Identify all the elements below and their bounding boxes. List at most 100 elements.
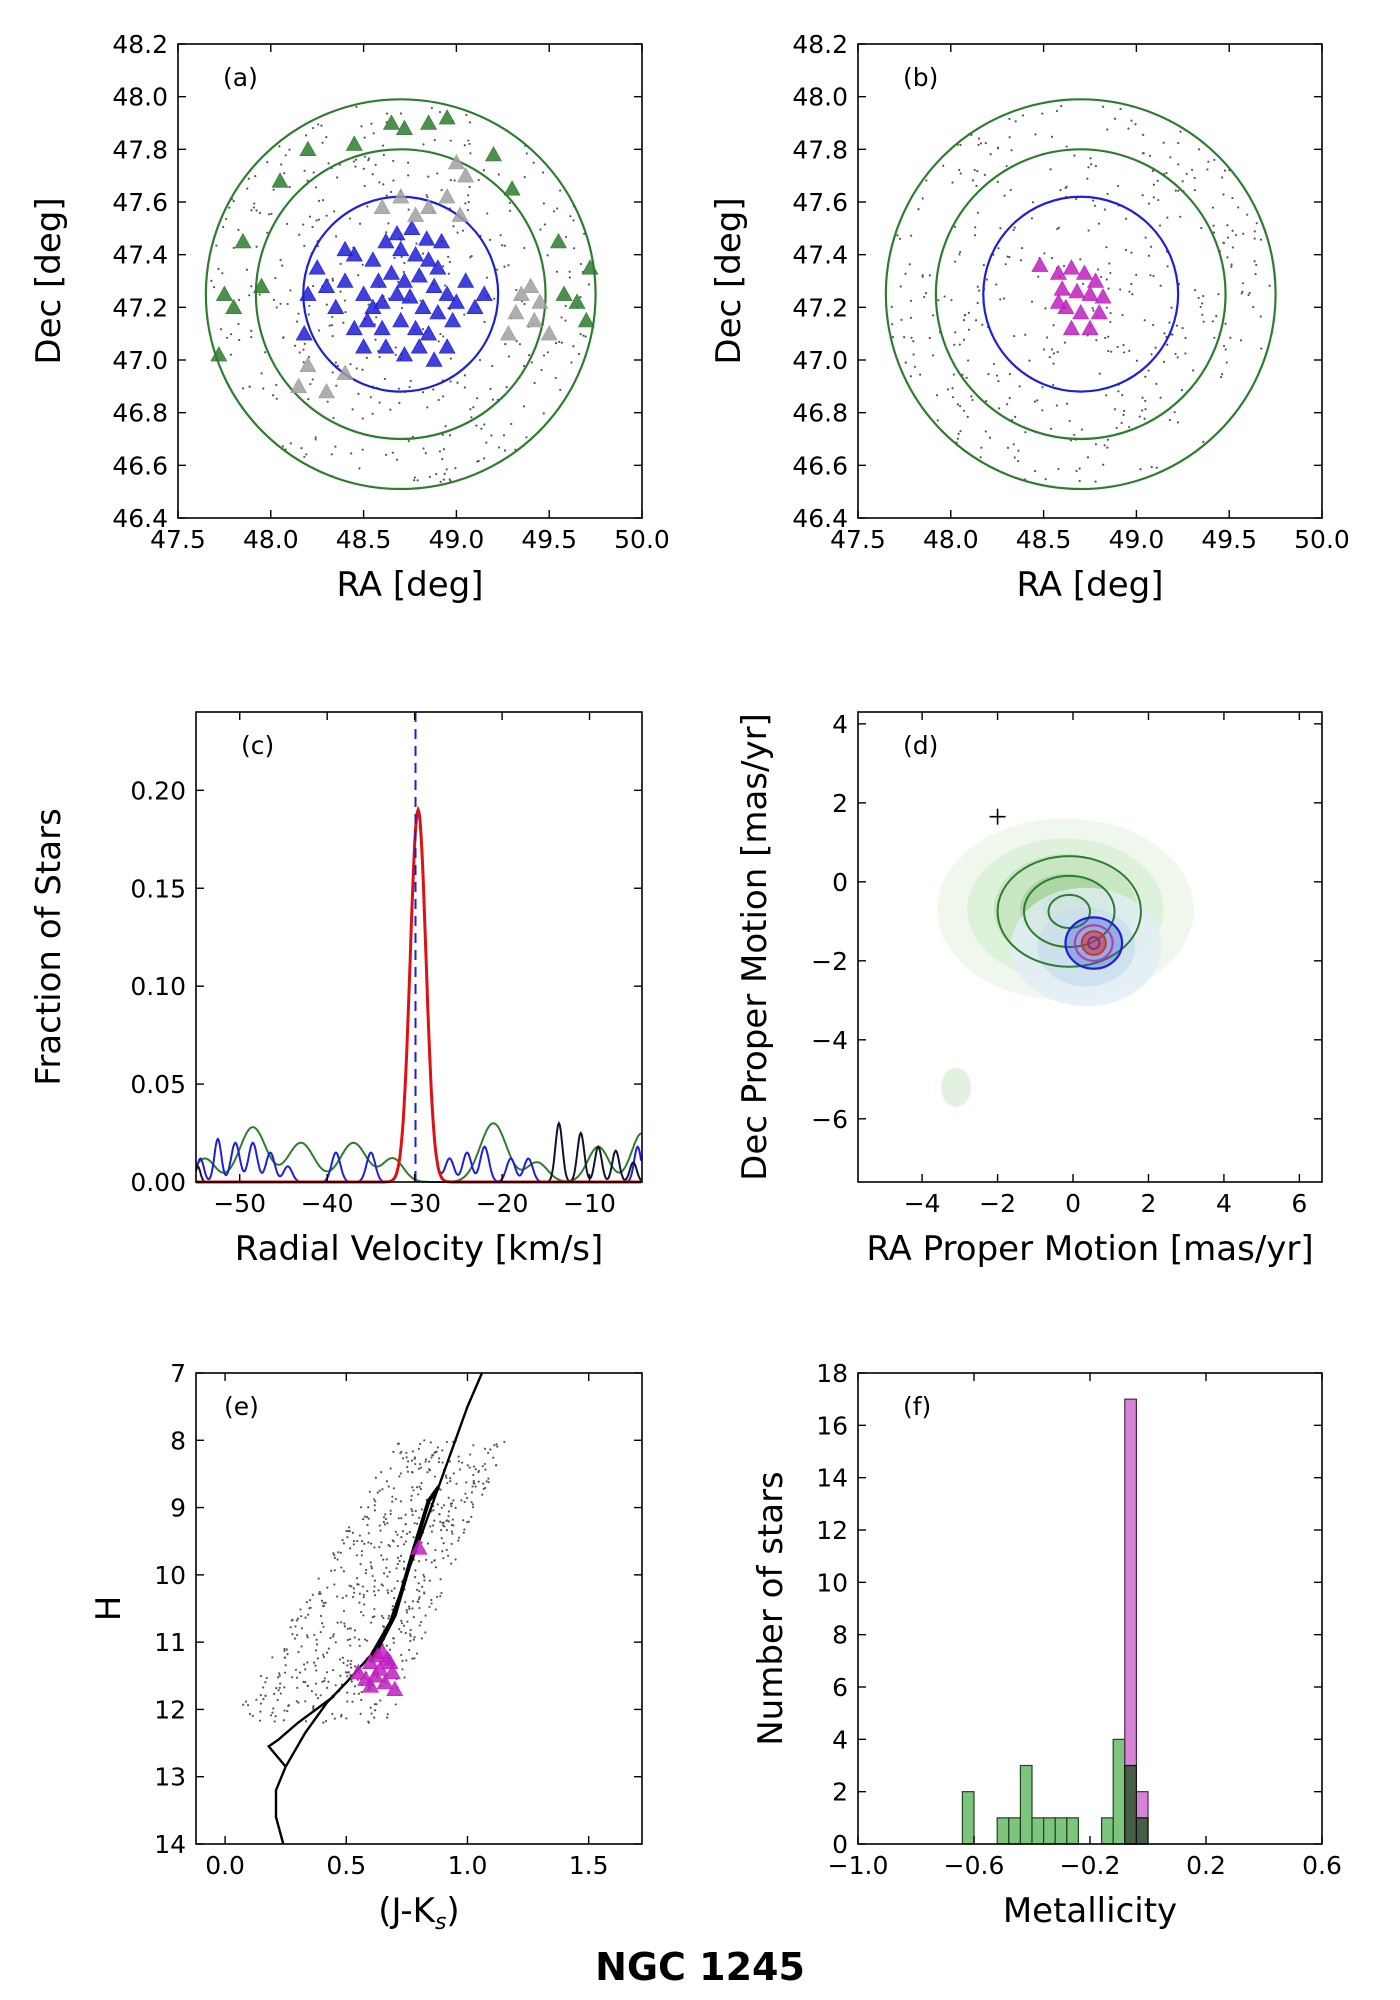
field-star-dot [1154,346,1157,349]
field-star-dot [1197,296,1200,300]
cmd-field-dot [464,1492,467,1495]
field-star-dot [1106,192,1109,195]
y-tick-label: 14 [154,1830,186,1859]
field-star-dot [449,357,452,360]
star-marker-non-members [512,285,530,301]
field-star-dot [336,364,339,367]
field-star-dot [953,343,956,346]
cmd-field-dot [299,1608,302,1611]
field-star-dot [469,256,472,259]
cmd-field-dot [408,1648,411,1652]
field-star-dot [247,177,250,180]
field-star-dot [393,256,396,260]
cmd-field-dot [316,1657,319,1660]
star-marker-members [407,319,425,336]
cmd-field-dot [306,1636,309,1639]
x-tick-label: 0.5 [326,1851,366,1880]
field-star-dot [954,331,957,334]
field-star-dot [1230,263,1233,266]
cmd-field-dot [369,1706,372,1709]
cmd-field-dot [402,1624,406,1627]
y-tick-label: 46.8 [112,399,168,428]
field-star-dot [1030,300,1034,303]
cmd-field-dot [325,1651,329,1654]
field-star-dot [229,353,233,356]
cmd-field-dot [420,1637,423,1640]
x-axis-label: RA [deg] [337,565,484,605]
y-tick-label: 47.8 [792,135,848,164]
field-star-dot [1165,171,1168,175]
star-marker-final-members [1090,303,1108,320]
cmd-field-dot [287,1704,290,1707]
field-star-dot [1046,336,1049,339]
cmd-field-dot [278,1674,281,1677]
field-star-dot [307,313,310,316]
field-star-dot [1106,128,1109,131]
cmd-field-dot [446,1481,449,1485]
field-star-dot [1176,356,1179,359]
field-star-dot [1206,168,1209,171]
field-star-dot [919,373,922,376]
cmd-field-dot [382,1572,386,1575]
field-star-dot [1152,274,1155,278]
field-star-dot [327,162,330,165]
field-star-dot [1144,236,1147,239]
field-star-dot [952,373,955,376]
field-star-dot [1005,403,1009,406]
cmd-field-dot [458,1468,462,1471]
x-tick-label: 6 [1291,1189,1307,1218]
star-marker-field [215,285,233,301]
cmd-field-dot [392,1641,395,1644]
x-tick-label: 0.0 [205,1851,245,1880]
cmd-field-dot [450,1502,454,1505]
field-star-dot [1010,149,1013,152]
cmd-field-dot [444,1474,448,1477]
field-star-dot [963,313,967,317]
cmd-field-dot [363,1542,366,1545]
field-star-dot [360,125,363,128]
field-star-dot [1128,349,1131,352]
cmd-field-dot [346,1664,349,1667]
cmd-field-dot [420,1508,424,1511]
cmd-field-dot [417,1467,420,1470]
field-star-dot [435,473,438,476]
field-star-dot [392,179,395,182]
cmd-field-dot [462,1519,465,1522]
cmd-field-dot [332,1552,335,1555]
field-star-dot [912,340,915,343]
field-star-dot [1013,335,1016,338]
field-star-dot [300,447,303,450]
cmd-field-dot [470,1515,473,1518]
field-star-dot [1056,227,1059,231]
field-star-dot [523,246,526,250]
field-star-dot [587,283,591,286]
cmd-field-dot [450,1562,453,1565]
star-marker-non-members [507,303,525,320]
x-tick-label: 50.0 [1294,525,1350,554]
field-star-dot [281,445,285,448]
cmd-field-dot [322,1601,325,1604]
field-star-dot [1043,252,1046,255]
field-star-dot [444,284,447,287]
field-star-dot [226,336,229,339]
field-star-dot [416,479,419,482]
field-star-dot [1050,135,1053,138]
field-star-dot [1119,107,1122,111]
field-star-dot [264,351,267,354]
cmd-field-dot [315,1693,318,1696]
field-star-dot [465,113,468,117]
cmd-field-dot [472,1479,475,1483]
cmd-field-dot [362,1596,365,1599]
cmd-field-dot [405,1451,408,1454]
star-marker-members [425,277,443,293]
y-tick-label: 0.20 [130,776,186,805]
field-star-dot [398,401,401,404]
cmd-field-dot [417,1600,420,1604]
field-star-dot [275,397,278,400]
field-star-dot [543,223,547,226]
cmd-field-dot [319,1592,322,1595]
cmd-field-dot [350,1680,353,1683]
star-marker-final-members [1072,303,1090,320]
field-star-dot [282,336,285,339]
star-marker-final-members [1049,293,1067,309]
